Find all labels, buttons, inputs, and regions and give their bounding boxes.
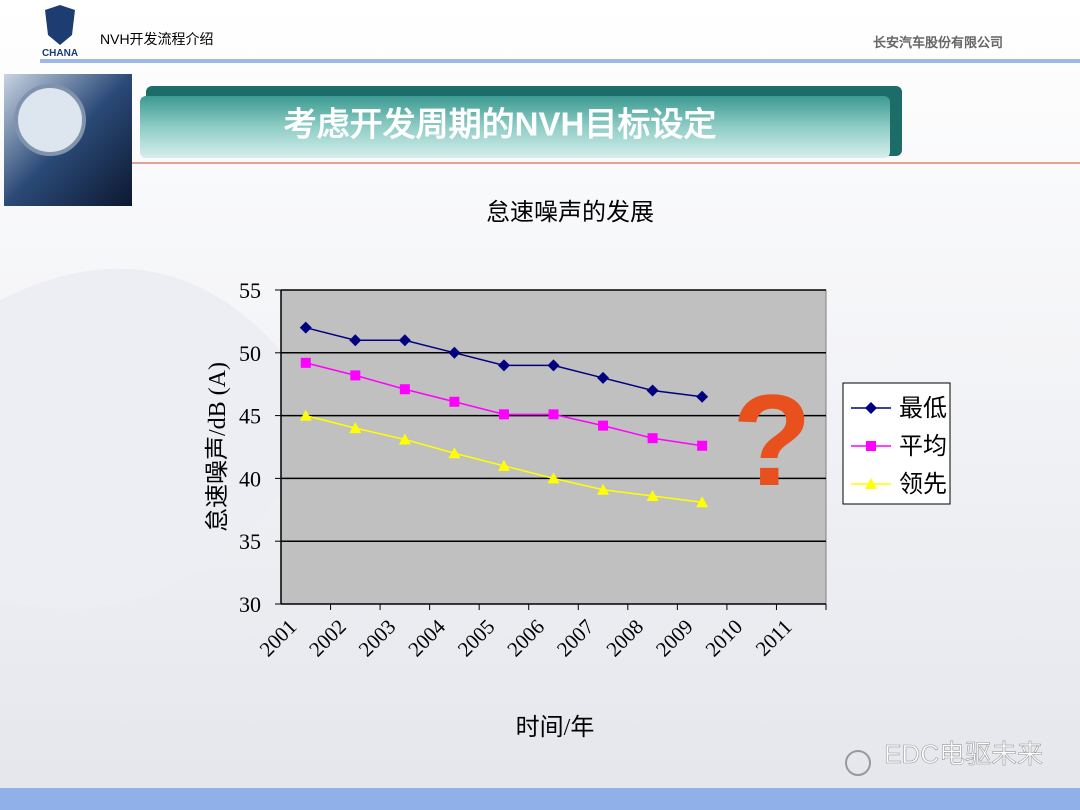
data-point: [299, 409, 312, 421]
data-point: [597, 483, 610, 495]
data-point: [597, 371, 610, 384]
data-point: [299, 321, 312, 334]
data-point: [697, 440, 708, 451]
data-point: [498, 409, 509, 420]
data-point: [598, 420, 609, 431]
y-tick-label: 40: [239, 466, 261, 491]
bg-swirl: [0, 268, 330, 609]
legend-label: 最低: [899, 395, 947, 422]
footer-bar: [0, 788, 1080, 810]
data-point: [448, 447, 461, 459]
data-point: [300, 357, 311, 368]
data-point: [647, 433, 658, 444]
y-axis-label: 怠速噪声/dB (A): [204, 362, 231, 532]
y-tick-label: 45: [239, 404, 261, 429]
y-tick-label: 55: [239, 278, 261, 303]
data-point: [448, 346, 461, 359]
y-tick-label: 50: [239, 341, 261, 366]
legend-marker: [866, 441, 876, 451]
watermark-icon: [845, 750, 871, 776]
data-point: [548, 409, 559, 420]
data-point: [350, 370, 361, 381]
header-right: 长安汽车股份有限公司: [873, 35, 1003, 50]
data-point: [696, 496, 709, 508]
header-left: NVH开发流程介绍: [100, 31, 214, 47]
data-point: [399, 384, 410, 395]
y-tick-label: 30: [239, 592, 261, 617]
header-rule: [40, 59, 1080, 63]
y-tick-label: 35: [239, 529, 261, 554]
data-point: [646, 489, 659, 501]
data-point: [398, 433, 411, 445]
data-point: [547, 472, 560, 484]
legend-marker: [865, 478, 877, 489]
headlight: [14, 84, 86, 156]
chart-title: 怠速噪声的发展: [486, 199, 654, 226]
legend-label: 领先: [899, 471, 947, 498]
data-point: [349, 334, 362, 347]
data-point: [398, 334, 411, 347]
data-point: [696, 390, 709, 403]
data-point: [547, 359, 560, 372]
data-point: [497, 459, 510, 471]
logo-text: CHANA: [42, 48, 78, 59]
banner: [140, 96, 890, 158]
watermark: EDC电驱未来: [884, 739, 1043, 769]
data-point: [349, 422, 362, 434]
banner-title: 考虑开发周期的NVH目标设定: [284, 106, 717, 143]
annotation: ?: [732, 367, 811, 513]
legend-label: 平均: [899, 433, 947, 460]
data-point: [646, 384, 659, 397]
logo-shield: [45, 5, 75, 45]
data-point: [497, 359, 510, 372]
x-axis-label: 时间/年: [516, 714, 595, 741]
data-point: [449, 396, 460, 407]
legend-marker: [865, 402, 877, 414]
plot-area: [280, 289, 827, 605]
